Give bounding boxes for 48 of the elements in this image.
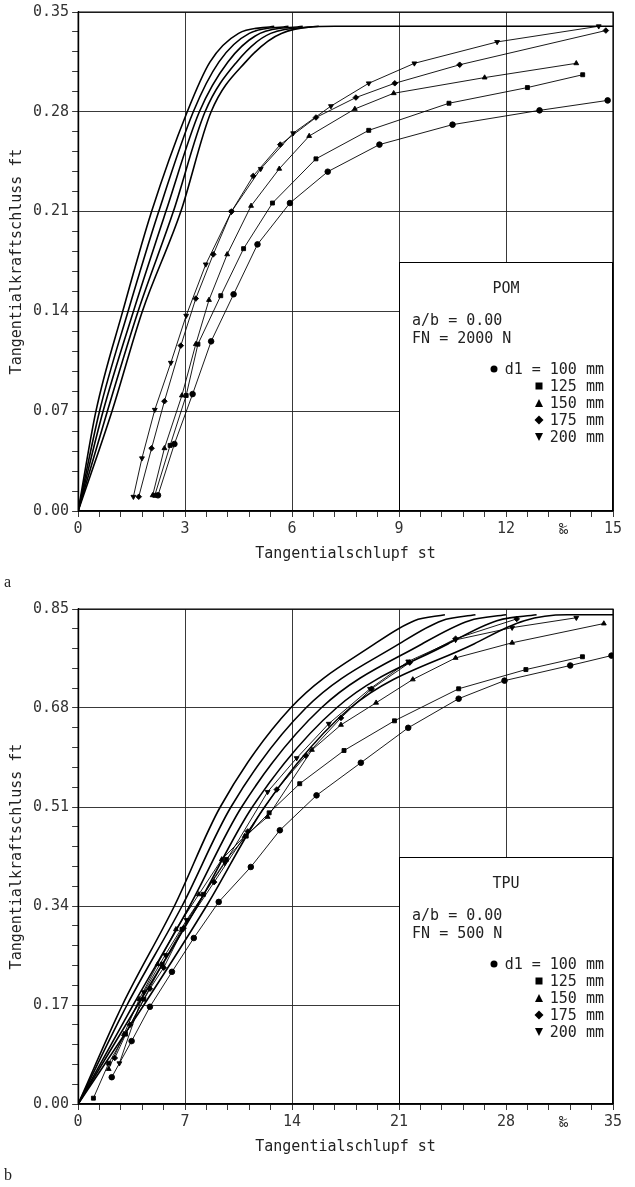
legend-label: 150 mm	[549, 393, 604, 412]
x-tick-label: 7	[180, 1111, 190, 1130]
y-tick-label: 0.35	[33, 1, 70, 20]
annotation: a/b = 0.00	[412, 310, 504, 329]
x-tick-label: 21	[390, 1111, 409, 1130]
legend-label: 175 mm	[549, 410, 604, 429]
text: a	[4, 573, 12, 591]
x-tick-label: 0	[73, 1111, 83, 1130]
y-tick-label: 0.21	[33, 201, 70, 220]
x-tick-label: 6	[287, 518, 297, 537]
y-tick-label: 0.28	[33, 101, 70, 120]
y-tick-label: 0.68	[33, 697, 70, 716]
x-tick-label: 35	[603, 1111, 623, 1130]
legend-label: d1 = 100 mm	[504, 954, 604, 973]
x-tick-label: 9	[394, 518, 404, 537]
y-tick-label: 0.14	[33, 301, 70, 320]
y-tick-label: 0.07	[33, 401, 70, 420]
legend-label: 200 mm	[549, 1022, 604, 1041]
text: b	[4, 1166, 12, 1184]
annotation: FN = 500 N	[412, 923, 504, 942]
legend-label: 175 mm	[549, 1005, 604, 1024]
legend-label: 150 mm	[549, 988, 604, 1007]
y-axis-title: Tangentialkraftschluss ft	[6, 148, 25, 375]
x-tick-label: 3	[180, 518, 190, 537]
legend-title: POM	[491, 278, 521, 297]
x-axis-title: Tangentialschlupf st	[255, 1136, 436, 1155]
annotation: a/b = 0.00	[412, 905, 504, 924]
x-tick-label: 15	[603, 518, 623, 537]
legend-label: 125 mm	[549, 971, 604, 990]
legend-label: 200 mm	[549, 427, 604, 446]
y-tick-label: 0.34	[33, 895, 70, 914]
legend-label: d1 = 100 mm	[504, 359, 604, 378]
text: ‰	[559, 520, 569, 539]
legend-title: TPU	[491, 873, 521, 892]
annotation: FN = 2000 N	[412, 328, 513, 347]
y-tick-label: 0.85	[33, 598, 70, 617]
y-tick-label: 0.17	[33, 994, 70, 1013]
x-tick-label: 14	[283, 1111, 302, 1130]
legend-label: 125 mm	[549, 376, 604, 395]
y-axis-title: Tangentialkraftschluss ft	[6, 743, 25, 970]
x-tick-label: 12	[496, 518, 516, 537]
y-tick-label: 0.51	[33, 796, 70, 815]
y-tick-label: 0.00	[33, 500, 70, 519]
x-axis-title: Tangentialschlupf st	[255, 543, 436, 562]
y-tick-label: 0.00	[33, 1093, 70, 1112]
x-tick-label: 28	[496, 1111, 516, 1130]
text: ‰	[559, 1113, 569, 1132]
x-tick-label: 0	[73, 518, 83, 537]
